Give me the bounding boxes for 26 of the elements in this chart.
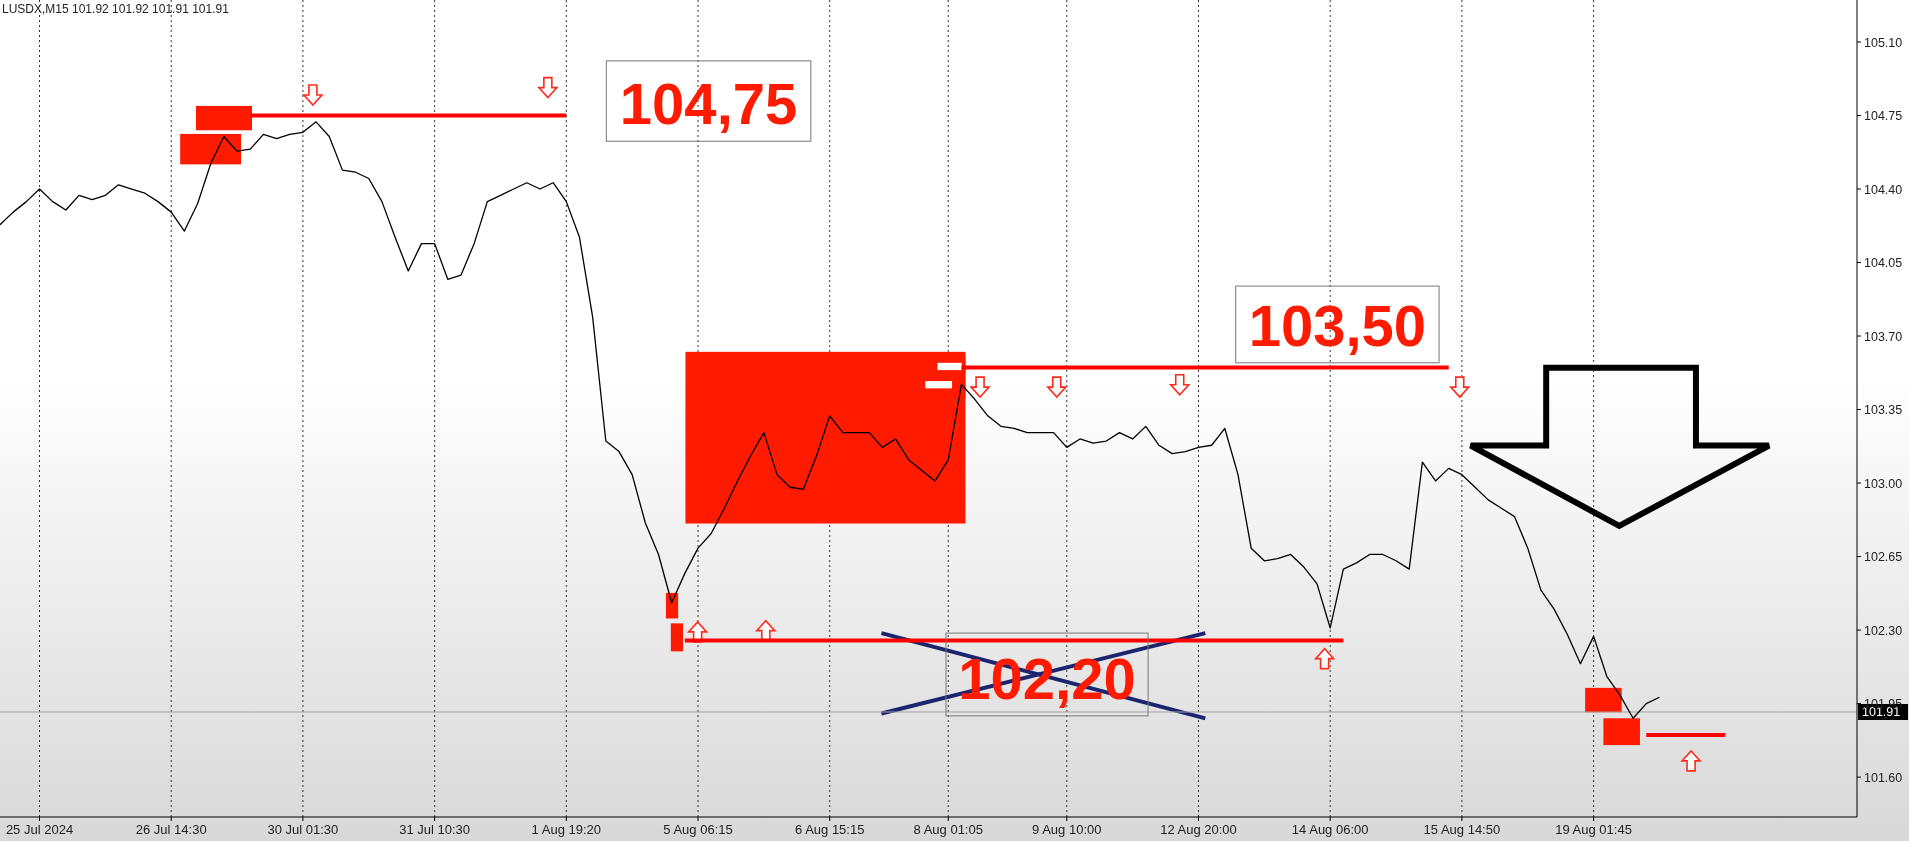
y-tick-label: 103.70 (1864, 329, 1903, 344)
y-tick-label: 101.60 (1864, 770, 1903, 785)
x-tick-label: 9 Aug 10:00 (1032, 822, 1102, 837)
y-tick-label: 104.40 (1864, 182, 1903, 197)
y-tick-label: 105.10 (1864, 35, 1903, 50)
annotation: 103,50 (1248, 292, 1427, 358)
annotation: 104,75 (619, 71, 798, 137)
y-tick-label: 102.65 (1864, 550, 1903, 565)
y-tick-label: 104.75 (1864, 109, 1903, 124)
x-tick-label: 26 Jul 14:30 (135, 822, 207, 837)
x-tick-label: 1 Aug 19:20 (531, 822, 602, 837)
x-tick-label: 5 Aug 06:15 (663, 822, 733, 837)
x-tick-label: 14 Aug 06:00 (1291, 822, 1369, 837)
x-tick-label: 12 Aug 20:00 (1160, 822, 1237, 837)
x-tick-label: 6 Aug 15:15 (795, 822, 865, 837)
x-tick-label: 31 Jul 10:30 (399, 822, 471, 837)
y-tick-label: 104.05 (1864, 256, 1903, 271)
x-tick-label: 25 Jul 2024 (5, 822, 74, 837)
x-tick-label: 30 Jul 01:30 (267, 822, 339, 837)
y-tick-label: 102.30 (1864, 623, 1903, 638)
x-tick-label: 15 Aug 14:50 (1423, 822, 1501, 837)
y-tick-label: 103.00 (1864, 476, 1903, 491)
x-tick-label: 8 Aug 01:05 (913, 822, 983, 837)
x-tick-label: 19 Aug 01:45 (1555, 822, 1632, 837)
chart-title: LUSDX,M15 101.92 101.92 101.91 101.91 (2, 2, 230, 16)
y-tick-label: 103.35 (1864, 403, 1903, 418)
